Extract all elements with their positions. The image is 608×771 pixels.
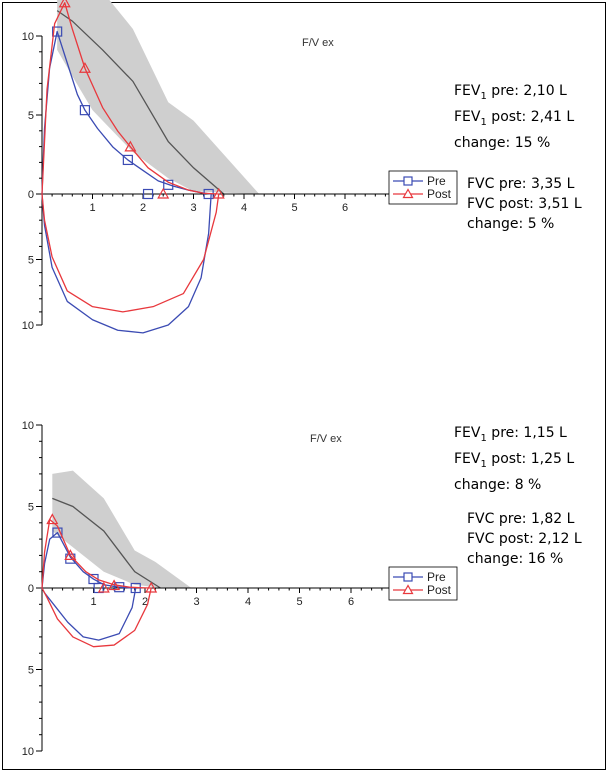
- legend-label-pre: Pre: [427, 570, 446, 584]
- y-tick-label: 5: [28, 665, 34, 677]
- fvc-change-bottom: change: 16 %: [467, 551, 564, 567]
- post-marker: [145, 581, 158, 593]
- pre-marker: [142, 188, 154, 200]
- predicted-band: [57, 0, 260, 194]
- fev1-pre-bottom: FEV1 pre: 1,15 L: [454, 425, 567, 444]
- fev1-post-top: FEV1 post: 2,41 L: [454, 108, 575, 128]
- fev1-post-bottom: FEV1 post: 1,25 L: [454, 450, 575, 470]
- post-marker: [58, 0, 71, 8]
- y-tick-label: 10: [22, 746, 34, 758]
- x-tick-label: 4: [241, 202, 247, 214]
- predicted-line: [56, 10, 225, 195]
- x-tick-label: 1: [89, 202, 95, 214]
- y-tick-label: 10: [22, 31, 34, 43]
- fvc-summary-top: FVC pre: 3,35 L FVC post: 3,51 L change:…: [467, 174, 582, 234]
- post-marker: [108, 579, 121, 591]
- fvc-summary-bottom: FVC pre: 1,82 L FVC post: 2,12 L change:…: [467, 509, 582, 569]
- fvc-pre-bottom: FVC pre: 1,82 L: [467, 511, 575, 527]
- x-tick-label: 5: [296, 596, 302, 608]
- post-marker: [64, 549, 77, 561]
- fev-summary-bottom: FEV1 pre: 1,15 L FEV1 post: 1,25 L chang…: [454, 423, 574, 495]
- post-marker: [124, 140, 137, 152]
- pre-marker: [122, 154, 133, 166]
- fvc-post-top: FVC post: 3,51 L: [467, 196, 582, 212]
- y-tick-label: 0: [28, 189, 34, 201]
- fev1-change-top: change: 15 %: [454, 134, 551, 151]
- legend-label-pre: Pre: [427, 174, 446, 188]
- fev1-change-bottom: change: 8 %: [454, 476, 542, 493]
- y-tick-label: 0: [28, 583, 34, 595]
- x-tick-label: 1: [90, 596, 96, 608]
- x-tick-label: 6: [348, 596, 354, 608]
- pre-marker: [114, 582, 125, 593]
- pre-marker: [163, 179, 174, 190]
- x-tick-label: 3: [193, 596, 199, 608]
- fev-summary-top: FEV1 pre: 2,10 L FEV1 post: 2,41 L chang…: [454, 81, 574, 153]
- x-tick-label: 5: [291, 202, 297, 214]
- x-tick-label: 3: [190, 202, 196, 214]
- chart-title: F/V ex: [310, 433, 342, 445]
- x-tick-label: 2: [142, 596, 148, 608]
- post-marker: [46, 513, 59, 525]
- pre-marker: [79, 105, 91, 116]
- legend-label-post: Post: [427, 583, 452, 597]
- legend-marker-post: [402, 584, 414, 595]
- legend-box: [388, 170, 458, 205]
- x-tick-label: 2: [140, 202, 146, 214]
- post-marker: [212, 187, 225, 199]
- post-marker: [78, 62, 91, 73]
- y-tick-label: 10: [22, 420, 34, 432]
- x-tick-label: 4: [245, 596, 251, 608]
- fev1-pre-top: FEV1 pre: 2,10 L: [454, 83, 567, 102]
- pre-series-line: [41, 531, 137, 641]
- pre-marker: [52, 527, 63, 538]
- y-tick-label: 5: [28, 110, 34, 122]
- post-series-line: [41, 2, 220, 313]
- predicted-band: [52, 470, 192, 588]
- fvc-pre-top: FVC pre: 3,35 L: [467, 176, 575, 192]
- chart-title: F/V ex: [302, 37, 334, 49]
- legend-marker-post: [402, 188, 414, 199]
- y-tick-label: 5: [28, 255, 34, 267]
- fvc-change-top: change: 5 %: [467, 216, 555, 232]
- fvc-post-bottom: FVC post: 2,12 L: [467, 531, 582, 547]
- pre-marker: [52, 26, 63, 37]
- y-tick-label: 5: [28, 502, 34, 514]
- legend-box: [388, 566, 458, 601]
- post-marker: [97, 581, 110, 593]
- legend-marker-pre: [403, 176, 413, 186]
- post-series-line: [41, 518, 152, 648]
- predicted-line: [52, 497, 161, 589]
- legend-marker-pre: [403, 572, 413, 582]
- x-tick-label: 6: [342, 202, 348, 214]
- legend-label-post: Post: [427, 187, 452, 201]
- y-tick-label: 10: [22, 320, 34, 332]
- post-marker: [157, 187, 170, 199]
